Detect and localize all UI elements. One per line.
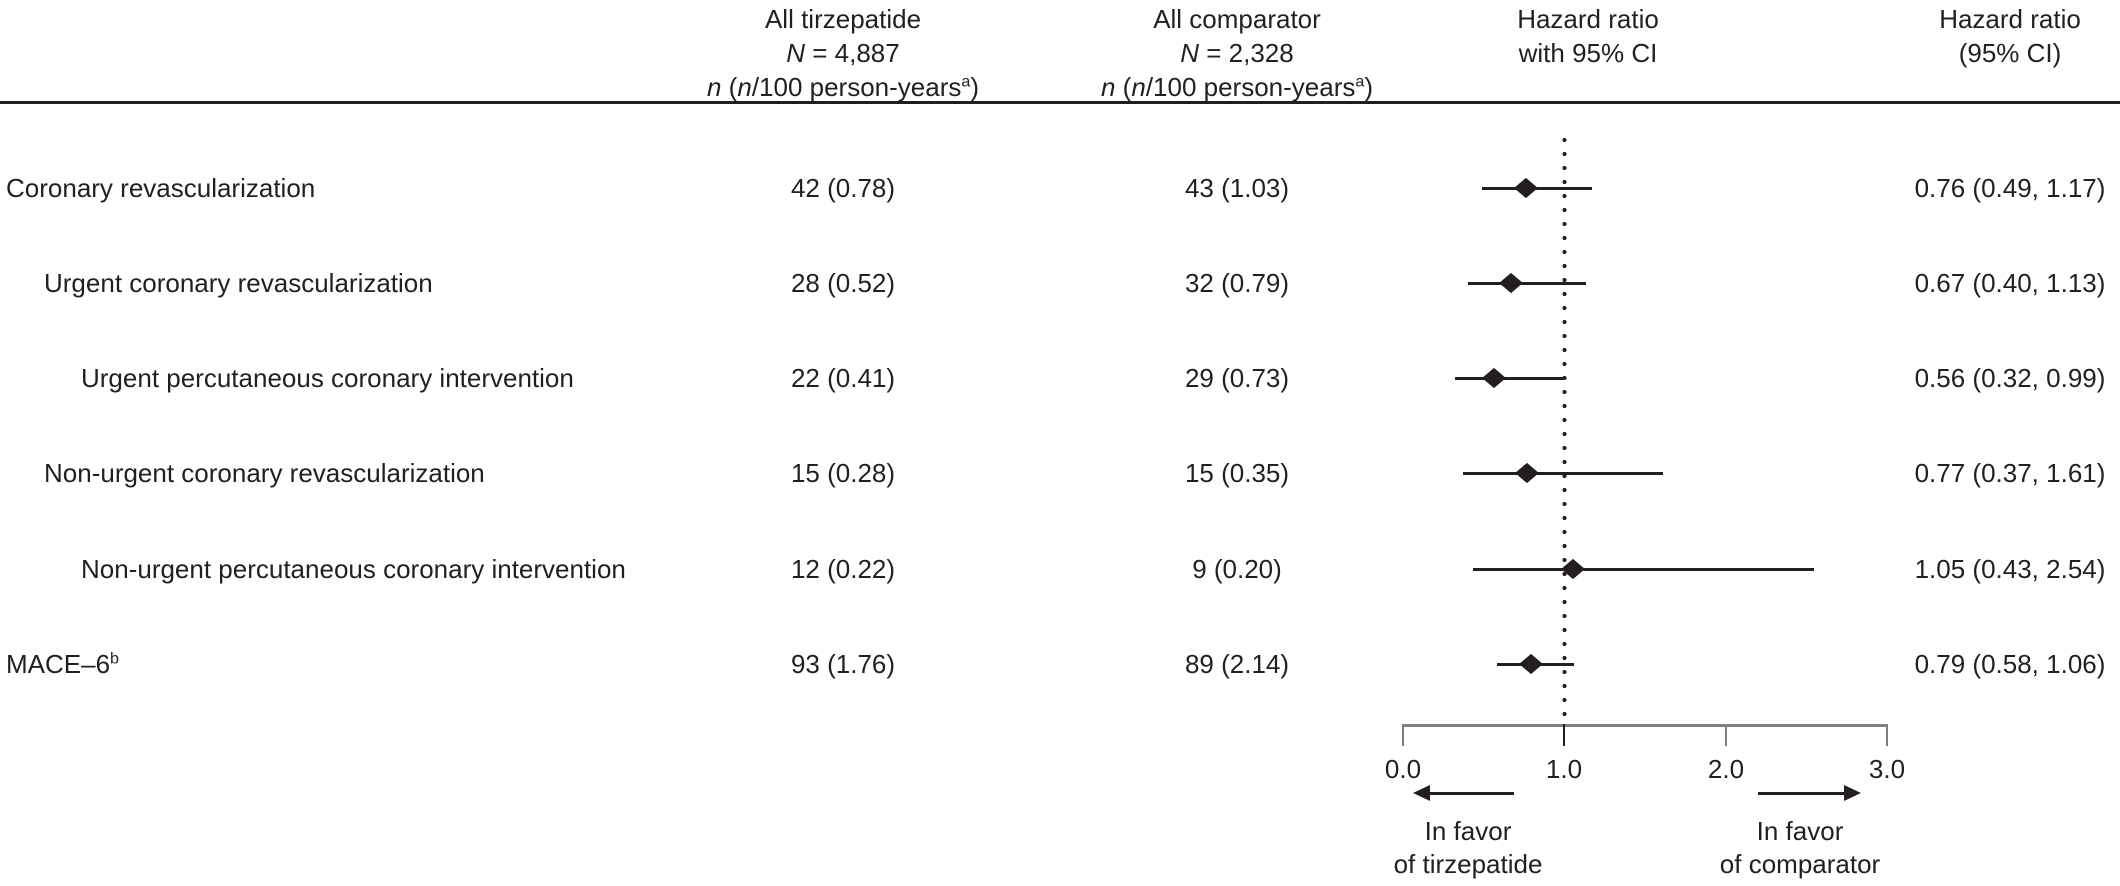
x-axis-tick (1886, 724, 1888, 746)
hr-column-header: Hazard ratio (95% CI) (1898, 2, 2120, 70)
comparator-count: 9 (0.20) (1192, 554, 1282, 584)
left-caption-line1: In favor (1424, 816, 1512, 846)
left-arrow-caption: In favor of tirzepatide (1358, 815, 1578, 881)
hr-diamond-marker (1515, 462, 1540, 484)
x-axis-tick-label: 1.0 (1545, 754, 1583, 784)
tirzepatide-header-line2: N = 4,887 (786, 38, 900, 68)
outcome-label: MACE–6b (6, 649, 120, 679)
hazard-ratio-value: 0.56 (0.32, 0.99) (1914, 363, 2106, 393)
plot-header-line2: with 95% CI (1518, 38, 1658, 68)
hazard-ratio-value: 0.67 (0.40, 1.13) (1914, 268, 2106, 298)
tirzepatide-count: 42 (0.78) (790, 173, 896, 203)
tirzepatide-header-line3: n (n/100 person-yearsa) (706, 72, 980, 102)
right-arrow-caption: In favor of comparator (1690, 815, 1910, 881)
comparator-header-line1: All comparator (1153, 4, 1321, 34)
right-caption-line2: of comparator (1719, 849, 1881, 879)
forest-ci-line (1454, 376, 1564, 380)
tirzepatide-header-line1: All tirzepatide (764, 4, 922, 34)
hazard-ratio-value: 0.77 (0.37, 1.61) (1914, 458, 2106, 488)
hr-diamond-marker (1513, 177, 1538, 199)
right-arrow-icon (1844, 785, 1861, 801)
x-axis-tick (1563, 724, 1565, 746)
right-caption-line1: In favor (1756, 816, 1844, 846)
outcome-label: Non-urgent coronary revascularization (44, 458, 485, 488)
plot-header-line1: Hazard ratio (1517, 4, 1659, 34)
outcome-label: Urgent coronary revascularization (44, 268, 433, 298)
tirzepatide-count: 93 (1.76) (790, 649, 896, 679)
x-axis-tick-label: 3.0 (1868, 754, 1906, 784)
right-arrow-line (1758, 792, 1844, 795)
x-axis-tick-label: 0.0 (1384, 754, 1422, 784)
forest-ci-line (1472, 567, 1814, 571)
outcome-label: Non-urgent percutaneous coronary interve… (81, 554, 626, 584)
comparator-count: 43 (1.03) (1184, 173, 1290, 203)
reference-line-dotted (1562, 133, 1567, 726)
comparator-count: 15 (0.35) (1184, 458, 1290, 488)
comparator-header-line3: n (n/100 person-yearsa) (1100, 72, 1374, 102)
tirzepatide-count: 12 (0.22) (790, 554, 896, 584)
outcome-label: Urgent percutaneous coronary interventio… (81, 363, 574, 393)
x-axis-tick (1725, 724, 1727, 746)
tirzepatide-count: 28 (0.52) (790, 268, 896, 298)
hr-diamond-marker (1518, 653, 1543, 675)
tirzepatide-count: 22 (0.41) (790, 363, 896, 393)
hr-diamond-marker (1499, 272, 1524, 294)
comparator-count: 32 (0.79) (1184, 268, 1290, 298)
hr-header-line1: Hazard ratio (1939, 4, 2081, 34)
left-arrow-icon (1413, 785, 1430, 801)
plot-column-header: Hazard ratio with 95% CI (1438, 2, 1738, 70)
comparator-column-header: All comparator N = 2,328 n (n/100 person… (1037, 2, 1437, 104)
hazard-ratio-value: 0.79 (0.58, 1.06) (1914, 649, 2106, 679)
x-axis-tick (1402, 724, 1404, 746)
hr-header-line2: (95% CI) (1958, 38, 2062, 68)
comparator-count: 29 (0.73) (1184, 363, 1290, 393)
left-arrow-line (1428, 792, 1514, 795)
forest-ci-line (1462, 471, 1664, 475)
tirzepatide-count: 15 (0.28) (790, 458, 896, 488)
hr-diamond-marker (1481, 367, 1506, 389)
forest-ci-line (1467, 281, 1586, 285)
comparator-count: 89 (2.14) (1184, 649, 1290, 679)
hazard-ratio-value: 1.05 (0.43, 2.54) (1914, 554, 2106, 584)
x-axis-tick-label: 2.0 (1707, 754, 1745, 784)
tirzepatide-column-header: All tirzepatide N = 4,887 n (n/100 perso… (643, 2, 1043, 104)
x-axis (1403, 724, 1888, 727)
header-rule (0, 101, 2120, 104)
left-caption-line2: of tirzepatide (1393, 849, 1543, 879)
outcome-label: Coronary revascularization (6, 173, 316, 203)
hazard-ratio-value: 0.76 (0.49, 1.17) (1914, 173, 2106, 203)
comparator-header-line2: N = 2,328 (1180, 38, 1294, 68)
